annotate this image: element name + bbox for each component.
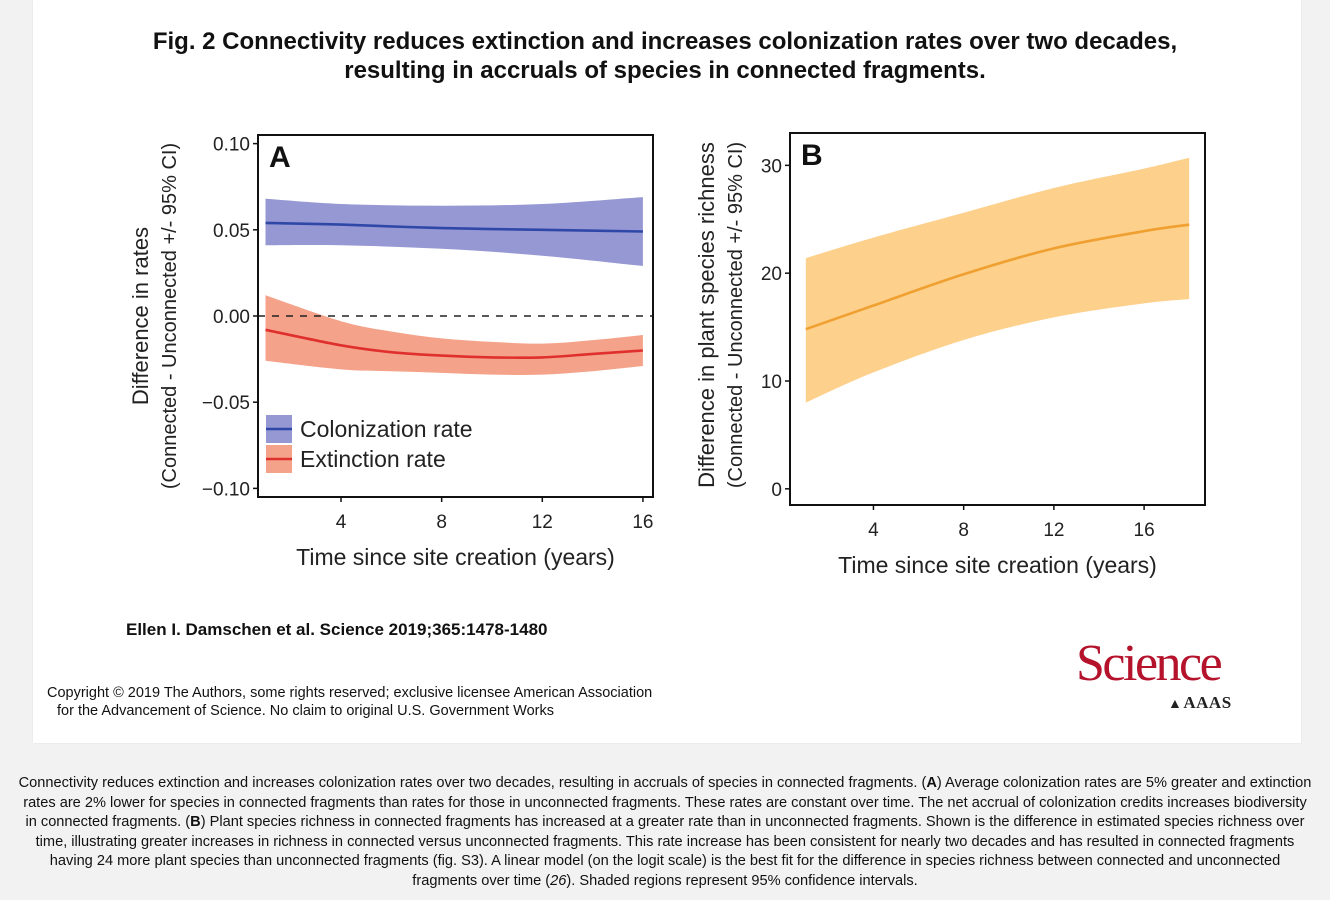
confidence-band-0 xyxy=(805,157,1190,403)
x-tick-label: 16 xyxy=(632,512,653,533)
x-axis-label: Time since site creation (years) xyxy=(838,552,1157,578)
figure-card xyxy=(33,0,1301,743)
x-tick-label: 12 xyxy=(532,512,553,533)
y-tick-label: 0.10 xyxy=(213,135,250,156)
confidence-band-0 xyxy=(265,197,643,266)
x-tick-label: 8 xyxy=(958,520,969,541)
y-tick-label: 30 xyxy=(761,156,782,177)
x-tick-label: 4 xyxy=(868,520,879,541)
x-tick-label: 8 xyxy=(436,512,447,533)
caption-panel-ref-a: A xyxy=(926,775,937,791)
panel-label: B xyxy=(801,139,823,172)
series-line-0 xyxy=(265,221,643,233)
x-tick-label: 4 xyxy=(336,512,347,533)
copyright-line-2: for the Advancement of Science. No claim… xyxy=(57,703,554,719)
x-axis-label: Time since site creation (years) xyxy=(296,544,615,570)
copyright-line-1: Copyright © 2019 The Authors, some right… xyxy=(47,685,653,701)
figure-title: Fig. 2 Connectivity reduces extinction a… xyxy=(0,27,1330,85)
figure-caption: Connectivity reduces extinction and incr… xyxy=(16,774,1314,891)
y-tick-label: −0.10 xyxy=(202,479,250,500)
aaas-mark-icon: ▲ xyxy=(1168,697,1183,712)
aaas-logo-text: AAAS xyxy=(1183,693,1232,712)
plot-frame xyxy=(789,132,1206,506)
caption-text-2: ) Average colonization rates are 5% grea… xyxy=(23,775,1312,830)
y-axis-label-line-2: (Connected - Unconnected +/- 95% CI) xyxy=(159,143,181,489)
y-tick-label: 10 xyxy=(761,372,782,393)
y-axis-label-line-1: Difference in rates xyxy=(128,227,153,405)
copyright-notice: Copyright © 2019 The Authors, some right… xyxy=(47,684,652,720)
legend-label: Colonization rate xyxy=(300,416,473,442)
y-tick-label: 20 xyxy=(761,264,782,285)
caption-text-1: Connectivity reduces extinction and incr… xyxy=(18,775,927,791)
series-line-0 xyxy=(805,223,1190,331)
y-axis-label-line-2: (Connected - Unconnected +/- 95% CI) xyxy=(725,142,747,488)
chart-panel-a: −0.10 −0.05 0.00 0.05 0.10 4 8 12 16 Time since s… xyxy=(128,134,654,570)
series-line-1 xyxy=(265,328,643,359)
y-tick-label: 0.00 xyxy=(213,307,250,328)
caption-reference: 26 xyxy=(550,872,567,889)
panel-label: A xyxy=(269,141,291,174)
aaas-logo: ▲AAAS xyxy=(1168,693,1232,713)
x-tick-label: 12 xyxy=(1043,520,1064,541)
legend-label: Extinction rate xyxy=(300,446,446,472)
y-tick-label: 0 xyxy=(771,480,782,501)
confidence-band-1 xyxy=(265,295,643,375)
y-tick-label: −0.05 xyxy=(202,393,250,414)
figure-title-line-1: Fig. 2 Connectivity reduces extinction a… xyxy=(152,28,1178,55)
y-axis-label-line-1: Difference in plant species richness xyxy=(694,142,719,488)
caption-panel-ref-b: B xyxy=(190,814,201,830)
figure-charts: −0.10 −0.05 0.00 0.05 0.10 4 8 12 16 Time since s… xyxy=(128,132,1206,578)
y-tick-label: 0.05 xyxy=(213,221,250,242)
x-tick-label: 16 xyxy=(1134,520,1155,541)
figure-title-line-2: resulting in accruals of species in conn… xyxy=(344,57,986,84)
science-logo: Science xyxy=(1076,635,1223,692)
caption-text-3: ) Plant species richness in connected fr… xyxy=(35,814,1305,889)
caption-text-4: ). Shaded regions represent 95% confiden… xyxy=(566,872,918,889)
chart-panel-b: 0 10 20 30 4 8 12 16 Time since site creation (y… xyxy=(694,132,1206,578)
citation: Ellen I. Damschen et al. Science 2019;36… xyxy=(126,620,548,639)
